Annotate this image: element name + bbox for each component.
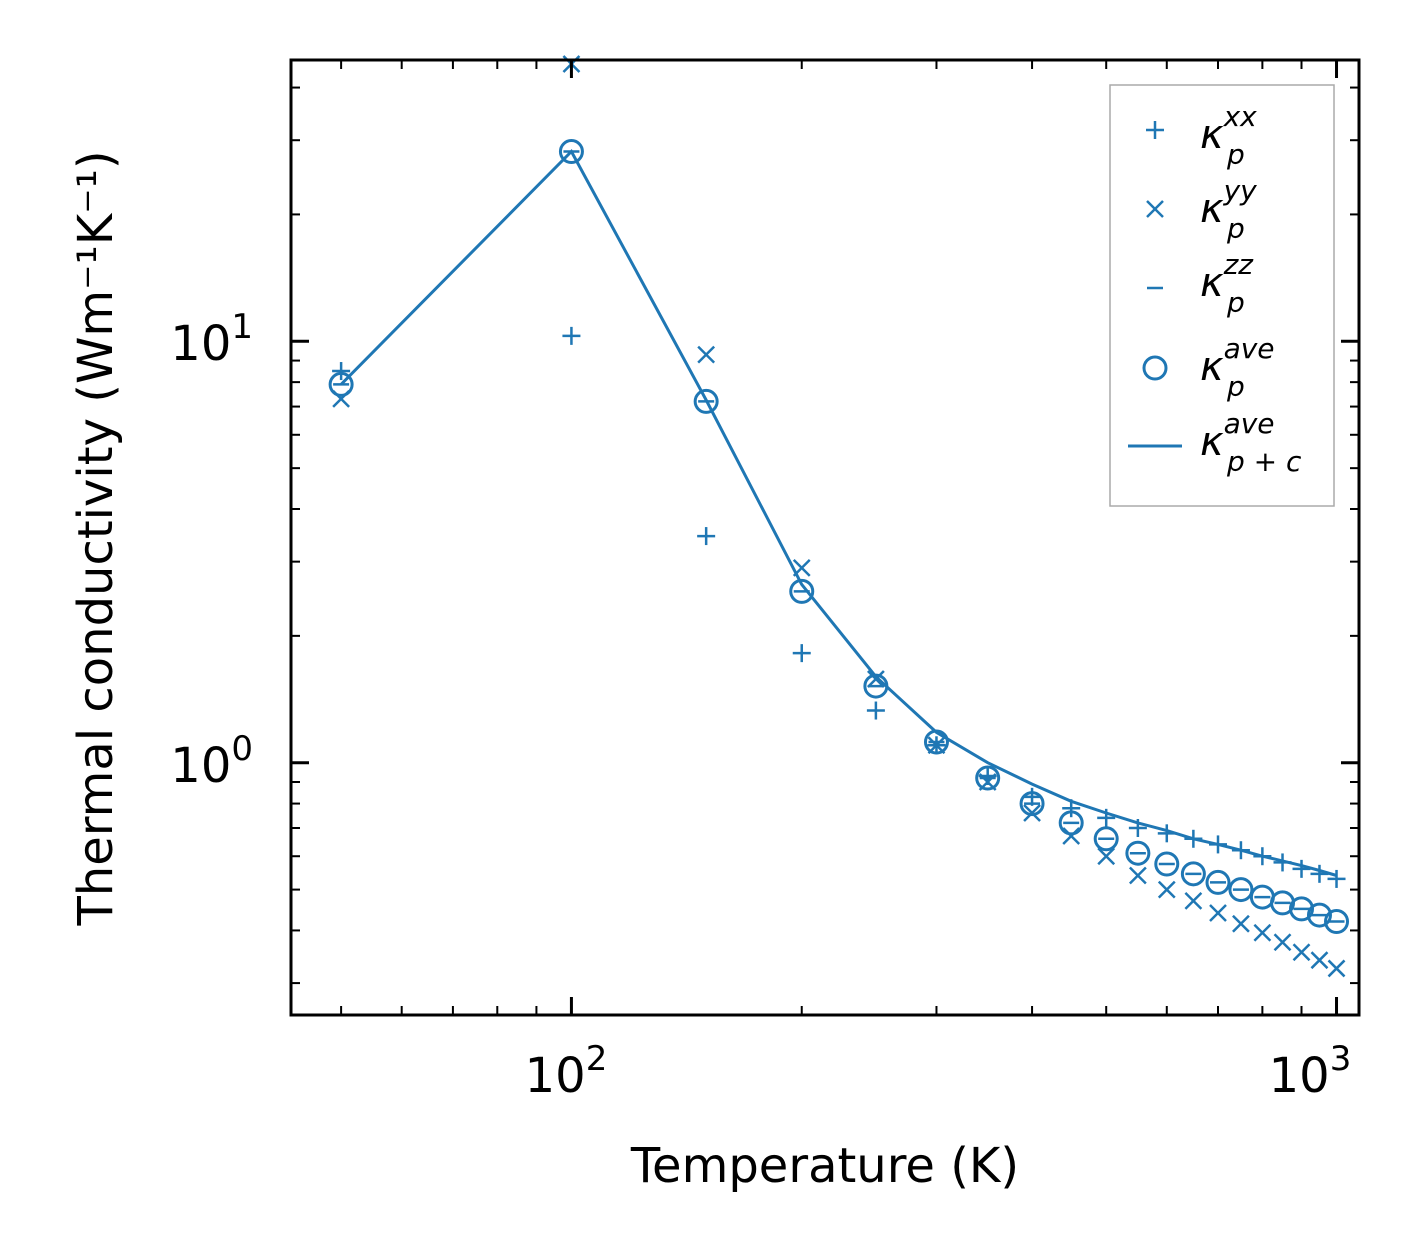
point-yy-750	[1232, 914, 1250, 933]
point-yy-250-d2	[867, 670, 885, 688]
legend-handle-ave	[1142, 355, 1168, 381]
point-yy-250	[867, 670, 885, 688]
point-yy-800	[1253, 923, 1272, 942]
x-tick-label-1000: 103	[1269, 1039, 1352, 1104]
point-ave-750	[1228, 877, 1254, 903]
point-ave-550	[1125, 840, 1151, 866]
point-ave-150	[693, 388, 719, 414]
legend: κxx p κyy p κzz p κave p κave p + c	[1109, 84, 1335, 507]
point-yy-850-d2	[1273, 933, 1292, 952]
point-yy-900-d2	[1292, 943, 1311, 962]
point-yy-650	[1184, 892, 1203, 910]
series-layer	[328, 55, 1350, 978]
legend-label-zz: κzz p	[1200, 248, 1254, 319]
point-ave-500	[1093, 826, 1119, 852]
point-yy-600	[1157, 880, 1176, 899]
x-axis-label: Temperature (K)	[630, 1138, 1019, 1194]
legend-handles	[1128, 121, 1182, 448]
point-yy-700-d2	[1209, 904, 1227, 922]
point-ave-50	[328, 371, 354, 397]
series-ave	[328, 139, 1350, 935]
point-yy-800-d2	[1253, 923, 1272, 942]
point-xx-100	[562, 326, 581, 345]
point-yy-450-d2	[1062, 827, 1081, 845]
point-yy-950-d2	[1310, 951, 1329, 970]
point-ave-600	[1154, 851, 1180, 877]
point-yy-450	[1062, 827, 1081, 845]
point-ave-450	[1058, 810, 1084, 836]
legend-frame	[1109, 84, 1335, 507]
point-ave-650	[1180, 861, 1206, 887]
y-tick-label-1: 100	[170, 729, 253, 794]
y-axis-label: Thermal conductivity (Wm⁻¹K⁻¹)	[68, 150, 124, 926]
point-ave-400	[1019, 791, 1045, 817]
series-zz	[333, 150, 1345, 923]
point-ave-1000	[1324, 909, 1350, 935]
y-tick-label-10: 101	[170, 307, 253, 372]
point-yy-150-d2	[697, 345, 716, 364]
point-yy-750-d2	[1232, 914, 1250, 933]
legend-handle-yy-d2	[1146, 200, 1164, 218]
plot-frame	[289, 58, 1361, 1017]
legend-label-ave: κave p	[1200, 332, 1275, 403]
point-yy-850	[1273, 933, 1292, 952]
point-yy-950	[1310, 951, 1329, 970]
point-yy-600-d2	[1157, 880, 1176, 899]
legend-label-xx: κxx p	[1200, 100, 1257, 171]
point-yy-550	[1128, 866, 1147, 885]
legend-label-pc-ave: κave p + c	[1200, 407, 1302, 478]
point-ave-200	[789, 578, 815, 604]
point-yy-500	[1097, 847, 1116, 866]
legend-handle-yy	[1146, 200, 1164, 218]
legend-handle-xx	[1146, 121, 1164, 139]
point-yy-1000	[1327, 959, 1346, 978]
point-ave-950	[1306, 902, 1332, 928]
series-line-ave-pc	[340, 149, 1337, 877]
point-ave-100	[558, 139, 584, 165]
point-xx-250	[866, 701, 885, 720]
point-yy-550-d2	[1128, 866, 1147, 885]
point-yy-500-d2	[1097, 847, 1116, 866]
point-yy-150	[697, 345, 716, 364]
point-ave-350	[975, 765, 1001, 791]
point-yy-400-d2	[1023, 804, 1041, 822]
legend-label-yy: κyy p	[1200, 174, 1257, 245]
point-xx-50	[332, 362, 351, 381]
point-xx-150	[697, 527, 716, 546]
point-yy-400	[1023, 804, 1041, 822]
point-xx-1000	[1327, 869, 1346, 888]
x-tick-label-100: 102	[525, 1039, 608, 1104]
series-yy	[332, 55, 1346, 978]
point-yy-900	[1292, 943, 1311, 962]
point-ave-700	[1205, 869, 1231, 895]
point-yy-650-d2	[1184, 892, 1203, 910]
point-xx-200	[792, 644, 811, 663]
point-yy-700	[1209, 904, 1227, 922]
point-ave-900	[1289, 896, 1315, 922]
point-yy-1000-d2	[1327, 959, 1346, 978]
point-xx-900	[1292, 859, 1311, 878]
